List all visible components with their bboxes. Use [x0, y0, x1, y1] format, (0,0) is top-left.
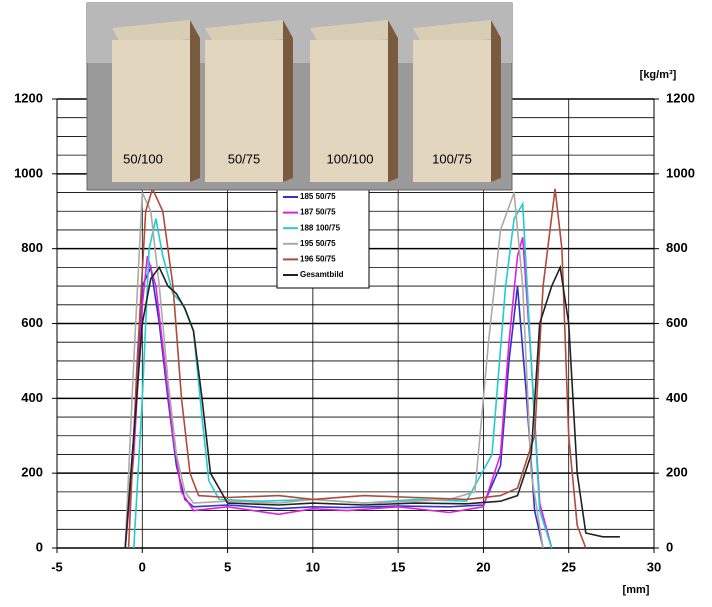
series-line: [124, 264, 544, 549]
inset-photo: 50/100 50/75 100/100 100/75: [86, 2, 513, 191]
series-line: [124, 264, 620, 549]
y2-tick-label: 400: [666, 390, 688, 405]
y-tick-label: 1000: [14, 165, 43, 180]
series-line: [124, 192, 544, 549]
legend: 185 50/75 187 50/75 188 100/75 195 50/75 196…: [276, 184, 370, 289]
y-tick-label: 800: [21, 240, 43, 255]
legend-label: 185 50/75: [300, 192, 336, 201]
block: [413, 20, 501, 182]
y-tick-label: 1200: [14, 90, 43, 105]
y-tick-label: 200: [21, 465, 43, 480]
inset-label: 50/75: [228, 151, 261, 166]
x-tick-label: 15: [391, 559, 405, 574]
x-tick-label: 10: [306, 559, 320, 574]
legend-box: [276, 184, 370, 289]
y2-tick-label: 1200: [666, 90, 695, 105]
x-tick-label: -5: [51, 559, 63, 574]
x-tick-label: 30: [647, 559, 661, 574]
legend-label: Gesamtbild: [300, 270, 344, 279]
legend-label: 195 50/75: [300, 239, 336, 248]
inset-label: 100/100: [327, 151, 374, 166]
legend-label: 188 100/75: [300, 223, 341, 232]
inset-label: 100/75: [432, 151, 472, 166]
y2-tick-label: 0: [666, 539, 673, 554]
series-line: [127, 186, 587, 549]
series-line: [133, 201, 553, 549]
block: [205, 20, 293, 182]
y2-tick-label: 800: [666, 240, 688, 255]
y2-axis-label: [kg/m³]: [640, 69, 677, 81]
y-tick-label: 400: [21, 390, 43, 405]
legend-label: 187 50/75: [300, 208, 336, 217]
block: [112, 20, 200, 182]
y-tick-label: 600: [21, 315, 43, 330]
x-tick-label: 5: [224, 559, 231, 574]
inset-label: 50/100: [123, 151, 163, 166]
x-tick-label: 0: [139, 559, 146, 574]
legend-label: 196 50/75: [300, 255, 336, 264]
x-tick-label: 20: [476, 559, 490, 574]
y2-tick-label: 200: [666, 465, 688, 480]
lines: [124, 186, 620, 549]
x-tick-label: 25: [561, 559, 575, 574]
y2-tick-label: 600: [666, 315, 688, 330]
block: [310, 20, 398, 182]
y2-tick-label: 1000: [666, 165, 695, 180]
y-tick-label: 0: [36, 539, 43, 554]
x-axis-label: [mm]: [623, 584, 650, 596]
